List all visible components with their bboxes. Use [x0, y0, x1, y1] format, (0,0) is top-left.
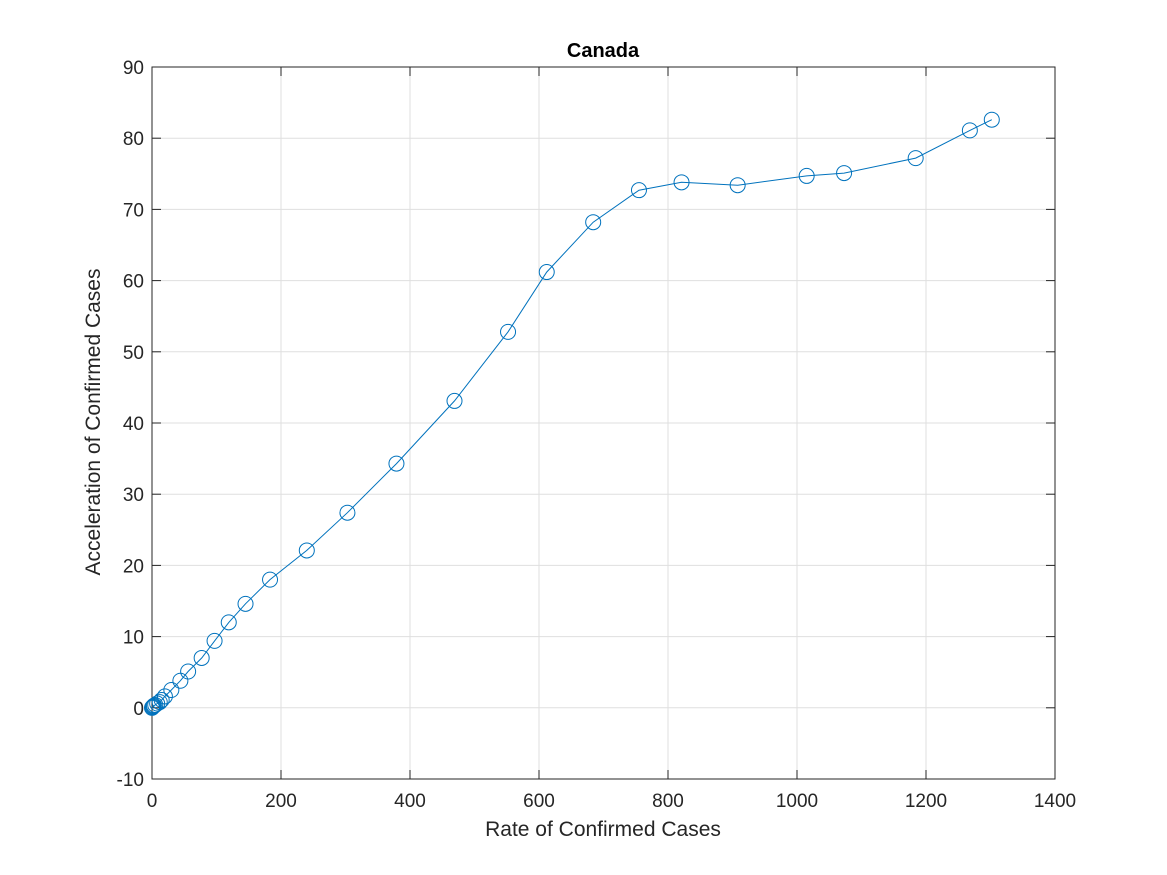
y-tick-label: 60: [123, 272, 144, 293]
data-point-marker: [446, 392, 463, 409]
data-point-marker: [673, 174, 690, 191]
series-layer: [144, 111, 1000, 716]
y-tick-label: 50: [123, 343, 144, 364]
y-tick-label: 40: [123, 414, 144, 435]
grid: [151, 66, 1056, 780]
data-point-marker: [262, 571, 279, 588]
y-tick-label: -10: [117, 770, 144, 791]
data-point-marker: [237, 595, 254, 612]
x-tick-label: 1400: [1034, 791, 1076, 812]
data-point-marker: [153, 691, 170, 708]
chart-title: Canada: [567, 40, 640, 62]
data-point-marker: [798, 167, 815, 184]
data-point-marker: [585, 214, 602, 231]
data-point-marker: [961, 122, 978, 139]
data-point-marker: [206, 632, 223, 649]
y-tick-label: 90: [123, 58, 144, 79]
x-axis-label: Rate of Confirmed Cases: [485, 818, 721, 841]
y-tick-label: 30: [123, 485, 144, 506]
data-point-marker: [298, 542, 315, 559]
data-point-marker: [729, 177, 746, 194]
x-tick-label: 1200: [905, 791, 947, 812]
x-tick-label: 600: [523, 791, 555, 812]
y-tick-label: 80: [123, 129, 144, 150]
axes: [151, 66, 1056, 780]
data-point-marker: [220, 614, 237, 631]
data-point-marker: [147, 696, 164, 713]
x-tick-label: 200: [265, 791, 297, 812]
data-point-marker: [538, 264, 555, 281]
y-tick-label: 70: [123, 200, 144, 221]
data-point-marker: [388, 455, 405, 472]
data-point-marker: [630, 182, 647, 199]
data-point-marker: [193, 649, 210, 666]
y-tick-label: 20: [123, 556, 144, 577]
tick-labels: 0 200 400 600 800 1000 1200 1400-10010203040506…: [117, 58, 1077, 812]
data-point-marker: [156, 688, 173, 705]
x-tick-label: 400: [394, 791, 426, 812]
data-point-marker: [180, 663, 197, 680]
y-tick-label: 0: [133, 699, 144, 720]
x-tick-label: 800: [652, 791, 684, 812]
data-point-marker: [339, 504, 356, 521]
x-tick-label: 1000: [776, 791, 818, 812]
y-axis-label: Acceleration of Confirmed Cases: [82, 269, 105, 576]
data-point-marker: [983, 111, 1000, 128]
data-point-marker: [163, 682, 180, 698]
data-point-marker: [151, 694, 168, 711]
series-line: [151, 119, 993, 709]
data-point-marker: [836, 165, 853, 182]
data-point-marker: [907, 150, 924, 167]
data-point-marker: [500, 323, 517, 340]
x-tick-label: 0: [147, 791, 158, 812]
y-tick-label: 10: [123, 628, 144, 649]
